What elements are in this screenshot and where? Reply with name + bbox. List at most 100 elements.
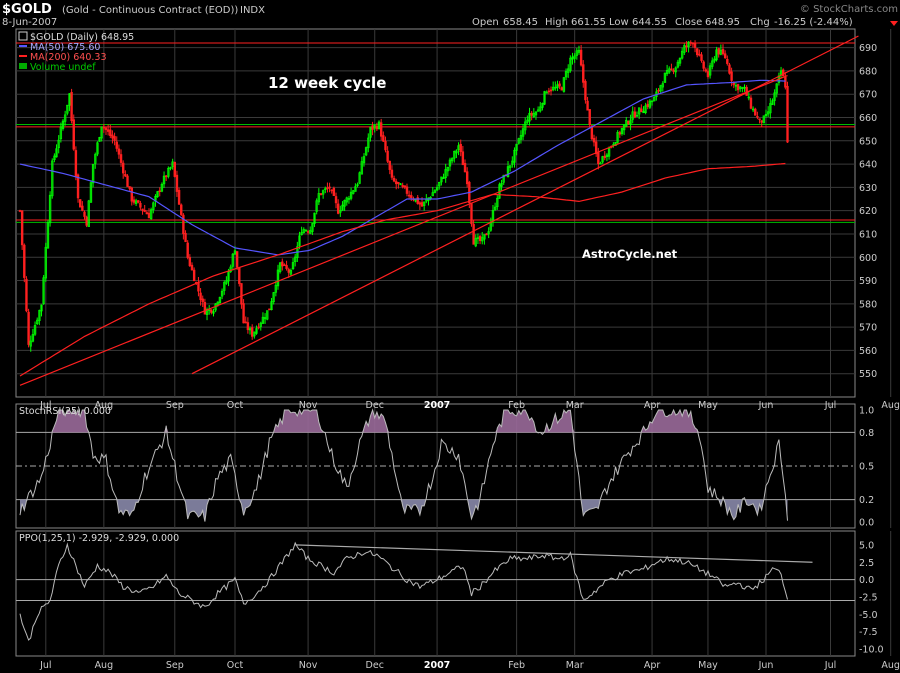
price-candle-body (680, 50, 684, 59)
price-candle-body (78, 199, 82, 208)
price-candle-body (63, 114, 67, 122)
price-tick-label: 560 (859, 346, 877, 357)
price-candle-body (85, 216, 88, 226)
volume-legend-swatch (19, 63, 27, 69)
price-candle-body (164, 175, 168, 178)
price-candle-body (317, 193, 321, 203)
month-tick-label: Aug (881, 400, 900, 411)
close-value: 648.95 (705, 17, 740, 28)
price-candle-body (706, 71, 710, 77)
price-candle-body (364, 147, 368, 156)
price-tick-label: 590 (859, 276, 877, 287)
month-tick-label: Jun (758, 400, 774, 411)
price-candle-body (113, 136, 116, 141)
price-candle-body (51, 160, 54, 197)
price-candle-body (283, 264, 286, 266)
price-candle-body (769, 103, 772, 114)
price-candle-body (42, 277, 45, 304)
price-candle-body (579, 49, 583, 66)
month-tick-label: Oct (227, 660, 244, 671)
price-candle-body (545, 91, 548, 94)
price-candle-body (238, 267, 241, 284)
price-candle-body (263, 317, 267, 320)
price-candle-body (59, 126, 63, 140)
price-candle-body (309, 230, 312, 234)
price-candle-body (281, 261, 284, 267)
price-candle-body (302, 229, 305, 234)
month-tick-label: Dec (366, 660, 384, 671)
price-candle-body (500, 182, 503, 187)
ma50-line (19, 79, 786, 256)
price-candle-body (66, 104, 69, 114)
price-candle-body (173, 161, 176, 177)
price-candle-body (91, 163, 95, 184)
month-tick-label: Jul (824, 660, 836, 671)
ppo-tick-label: -10.0 (859, 645, 884, 656)
month-tick-label: Jul (824, 400, 836, 411)
price-candle-body (575, 50, 579, 56)
price-candle-body (407, 194, 411, 197)
price-candle-body (747, 96, 751, 99)
price-candle-body (192, 269, 196, 282)
price-candle-body (521, 128, 525, 137)
price-candle-body (289, 270, 293, 275)
price-candle-body (117, 148, 121, 155)
price-candle-body (233, 250, 237, 255)
price-candle-body (121, 162, 125, 174)
price-candle-body (253, 331, 256, 337)
price-candle-body (210, 309, 213, 313)
month-tick-label: Nov (299, 400, 318, 411)
price-candle-body (128, 186, 131, 189)
price-candle-body (605, 154, 609, 157)
price-candle-body (543, 91, 546, 105)
price-candle-body (328, 186, 331, 189)
price-candle-body (188, 257, 192, 267)
price-candle-body (89, 182, 93, 203)
ppo-tick-label: -7.5 (859, 627, 878, 638)
price-candle-body (756, 115, 759, 118)
price-candle-body (472, 224, 475, 245)
price-candle-body (35, 319, 39, 324)
price-candle-body (702, 61, 705, 69)
month-tick-label: Mar (566, 660, 584, 671)
price-candle-body (577, 49, 581, 53)
price-candle-body (74, 150, 78, 177)
price-candle-body (603, 155, 606, 159)
ma200-legend-label: MA(200) 640.33 (30, 52, 107, 63)
price-candle-body (556, 84, 559, 89)
price-candle-body (386, 150, 389, 162)
price-candle-body (255, 328, 258, 334)
price-candle-body (478, 236, 482, 241)
month-tick-label: Nov (299, 660, 318, 671)
price-tick-label: 620 (859, 206, 877, 217)
price-candle-body (775, 83, 778, 94)
price-candle-body (637, 107, 641, 115)
price-candle-body (46, 222, 50, 249)
month-tick-label: Jul (39, 660, 51, 671)
ppo-layer (16, 541, 855, 641)
price-candle-body (167, 168, 170, 177)
price-candle-body (483, 234, 486, 240)
price-candle-body (152, 202, 155, 210)
price-candle-body (287, 269, 290, 273)
price-candle-body (551, 86, 555, 91)
price-candle-body (23, 244, 26, 278)
price-candle-body (764, 114, 768, 117)
price-candle-body (145, 212, 149, 215)
price-candle-body (324, 188, 327, 190)
price-candle-body (784, 76, 787, 88)
price-candle-body (631, 111, 634, 120)
chg-label: Chg (750, 17, 770, 28)
price-candle-body (766, 111, 770, 115)
price-candle-body (416, 197, 419, 204)
price-candle-body (390, 169, 394, 178)
price-candle-body (242, 303, 245, 324)
price-candle-body (560, 87, 563, 91)
price-candle-body (313, 212, 316, 224)
price-candle-body (513, 149, 516, 163)
price-candle-body (590, 125, 594, 140)
price-candle-body (418, 202, 422, 205)
price-candle-body (592, 138, 596, 143)
price-candle-body (343, 200, 346, 207)
price-candle-body (197, 282, 200, 292)
